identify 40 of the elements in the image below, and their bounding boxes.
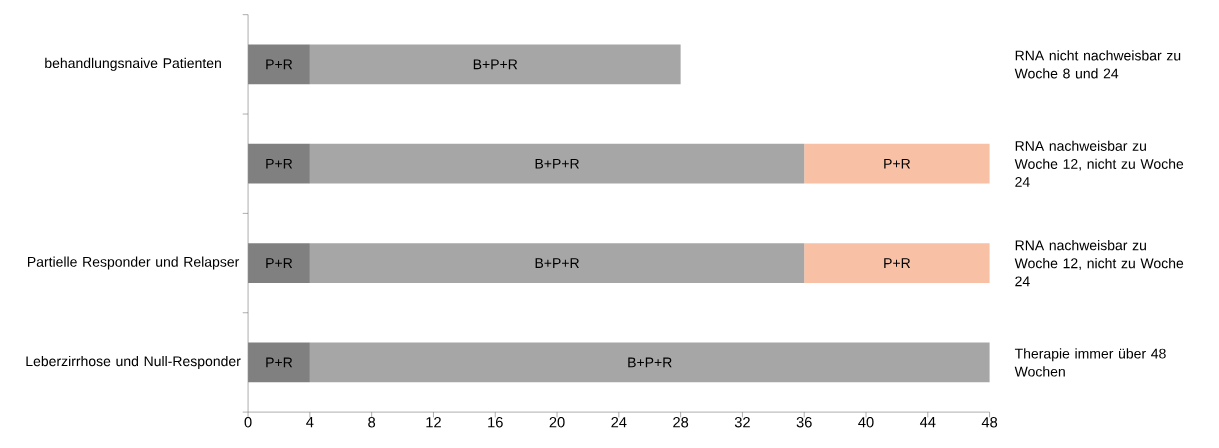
data-label: B+P+R xyxy=(628,357,672,368)
y-tick-label: Partielle Responder und Relapser xyxy=(28,256,240,270)
bar xyxy=(248,143,310,184)
x-tick-label: 16 xyxy=(488,417,503,428)
data-label: P+R xyxy=(884,258,911,268)
y-tick-label: Leberzirrhose und Null-Responder xyxy=(26,355,241,369)
data-label: B+P+R xyxy=(535,258,579,268)
bar xyxy=(309,342,990,383)
bar xyxy=(309,243,805,283)
bar xyxy=(309,44,681,85)
x-tick-label: 24 xyxy=(611,417,627,428)
bar xyxy=(248,44,310,85)
x-tick-label: 48 xyxy=(981,417,998,428)
text: RNA nachweisbar zu Woche 12, nicht zu Woche 24 xyxy=(1014,140,1184,187)
text: Therapie immer über 48 Wochen xyxy=(1014,348,1166,377)
data-label: P+R xyxy=(266,158,293,169)
data-label: P+R xyxy=(266,357,293,368)
bar xyxy=(804,143,990,184)
x-tick-label: 36 xyxy=(796,417,812,428)
x-tick-label: 28 xyxy=(673,417,689,428)
data-label: B+P+R xyxy=(535,158,579,169)
x-tick-label: 0 xyxy=(244,417,252,428)
bar xyxy=(309,143,805,184)
bar xyxy=(248,342,310,383)
data-label: P+R xyxy=(266,59,293,70)
x-tick-label: 44 xyxy=(919,417,936,428)
x-tick-label: 8 xyxy=(368,417,376,428)
text: RNA nachweisbar zu Woche 12, nicht zu Woche 24 xyxy=(1014,239,1184,287)
bar xyxy=(248,243,310,283)
data-label: B+P+R xyxy=(473,59,518,70)
y-tick-label: behandlungsnaive Patienten xyxy=(45,57,221,71)
data-label: P+R xyxy=(884,158,911,169)
x-tick-label: 32 xyxy=(734,417,750,428)
bar xyxy=(804,243,990,283)
x-tick-label: 4 xyxy=(306,417,314,428)
data-label: P+R xyxy=(266,258,293,268)
text: RNA nicht nachweisbar zu Woche 8 und 24 xyxy=(1014,50,1181,79)
x-tick-label: 40 xyxy=(858,417,874,428)
x-tick-label: 20 xyxy=(549,417,565,428)
x-tick-label: 12 xyxy=(426,417,441,428)
